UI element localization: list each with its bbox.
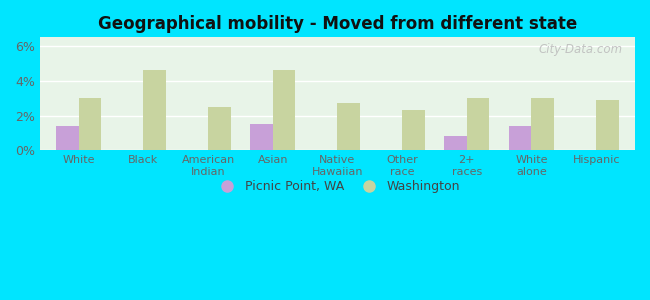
Bar: [596, 100, 619, 150]
Bar: [56, 126, 79, 150]
Title: Geographical mobility - Moved from different state: Geographical mobility - Moved from diffe…: [98, 15, 577, 33]
Bar: [509, 126, 532, 150]
Bar: [250, 124, 273, 150]
Bar: [79, 98, 101, 150]
Bar: [337, 103, 360, 150]
Bar: [208, 107, 231, 150]
Text: City-Data.com: City-Data.com: [539, 43, 623, 56]
Bar: [144, 70, 166, 150]
Bar: [444, 136, 467, 150]
Bar: [273, 70, 295, 150]
Legend: Picnic Point, WA, Washington: Picnic Point, WA, Washington: [210, 176, 465, 198]
Bar: [532, 98, 554, 150]
Bar: [467, 98, 489, 150]
Bar: [402, 110, 424, 150]
